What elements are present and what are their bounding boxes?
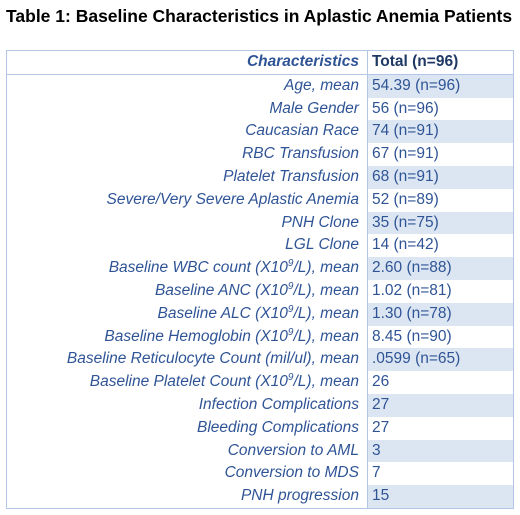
row-value: 27 — [367, 416, 515, 440]
table-row: Infection Complications 27 — [6, 393, 515, 417]
row-label: Caucasian Race — [6, 120, 368, 144]
row-value: 7 — [367, 462, 515, 486]
row-value: 67 (n=91) — [367, 143, 515, 166]
row-label: Baseline ALC (X109/L), mean — [6, 302, 368, 326]
row-label: Infection Complications — [6, 393, 368, 417]
row-value: 8.45 (n=90) — [367, 325, 515, 349]
row-value: 3 — [367, 439, 515, 463]
table-row: Baseline ALC (X109/L), mean 1.30 (n=78) — [6, 302, 515, 326]
table-row: Caucasian Race 74 (n=91) — [6, 120, 515, 144]
row-value: 2.60 (n=88) — [367, 257, 515, 280]
header-total: Total (n=96) — [367, 50, 515, 75]
row-label: PNH Clone — [6, 211, 368, 235]
row-label: PNH progression — [6, 485, 368, 509]
row-value: 74 (n=91) — [367, 120, 515, 144]
table-row: Male Gender 56 (n=96) — [6, 97, 515, 121]
row-label: Bleeding Complications — [6, 416, 368, 440]
table-row: Severe/Very Severe Aplastic Anemia 52 (n… — [6, 188, 515, 212]
row-label: Age, mean — [6, 74, 368, 98]
table-row: RBC Transfusion 67 (n=91) — [6, 143, 515, 166]
row-value: 52 (n=89) — [367, 188, 515, 212]
row-value: 26 — [367, 371, 515, 394]
table-row: Baseline Hemoglobin (X109/L), mean 8.45 … — [6, 325, 515, 349]
row-label: Baseline ANC (X109/L), mean — [6, 279, 368, 303]
table-row: Conversion to MDS 7 — [6, 462, 515, 486]
row-value: .0599 (n=65) — [367, 348, 515, 372]
row-label: Baseline WBC count (X109/L), mean — [6, 257, 368, 280]
row-label: Conversion to AML — [6, 439, 368, 463]
row-label: Platelet Transfusion — [6, 165, 368, 189]
row-label: Conversion to MDS — [6, 462, 368, 486]
row-value: 54.39 (n=96) — [367, 74, 515, 98]
row-value: 15 — [367, 485, 515, 509]
row-label: LGL Clone — [6, 234, 368, 258]
table-row: Conversion to AML 3 — [6, 439, 515, 463]
table-row: Baseline Reticulocyte Count (mil/ul), me… — [6, 348, 515, 372]
row-value: 68 (n=91) — [367, 165, 515, 189]
row-value: 1.02 (n=81) — [367, 279, 515, 303]
table-row: PNH Clone 35 (n=75) — [6, 211, 515, 235]
baseline-characteristics-table: Characteristics Total (n=96) Age, mean 5… — [6, 50, 515, 509]
row-value: 27 — [367, 393, 515, 417]
row-value: 1.30 (n=78) — [367, 302, 515, 326]
header-characteristics: Characteristics — [6, 50, 368, 75]
table-title: Table 1: Baseline Characteristics in Apl… — [6, 6, 513, 26]
table-row: Baseline ANC (X109/L), mean 1.02 (n=81) — [6, 279, 515, 303]
row-label: Severe/Very Severe Aplastic Anemia — [6, 188, 368, 212]
table-row: PNH progression 15 — [6, 485, 515, 509]
table-row: Baseline Platelet Count (X109/L), mean 2… — [6, 371, 515, 394]
table-header-row: Characteristics Total (n=96) — [6, 50, 515, 75]
row-value: 14 (n=42) — [367, 234, 515, 258]
row-value: 56 (n=96) — [367, 97, 515, 121]
table-row: Bleeding Complications 27 — [6, 416, 515, 440]
row-label: Male Gender — [6, 97, 368, 121]
row-label: Baseline Platelet Count (X109/L), mean — [6, 371, 368, 394]
table-row: Baseline WBC count (X109/L), mean 2.60 (… — [6, 257, 515, 280]
row-label: RBC Transfusion — [6, 143, 368, 166]
row-value: 35 (n=75) — [367, 211, 515, 235]
table-row: Platelet Transfusion 68 (n=91) — [6, 165, 515, 189]
table-row: Age, mean 54.39 (n=96) — [6, 74, 515, 98]
row-label: Baseline Hemoglobin (X109/L), mean — [6, 325, 368, 349]
table-row: LGL Clone 14 (n=42) — [6, 234, 515, 258]
row-label: Baseline Reticulocyte Count (mil/ul), me… — [6, 348, 368, 372]
